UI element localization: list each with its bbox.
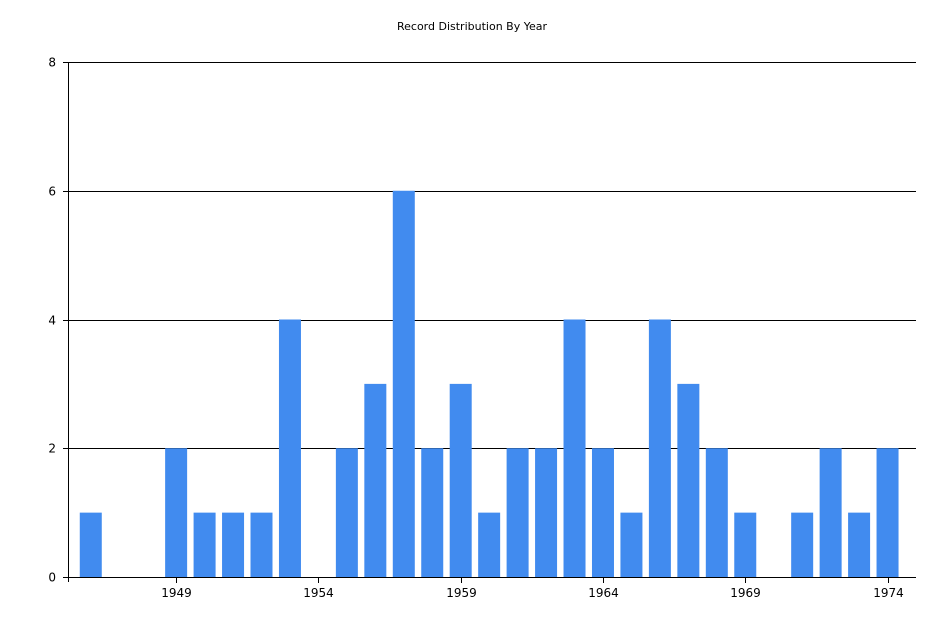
x-tick-label: 1969 xyxy=(730,586,761,600)
bar-1962 xyxy=(535,448,558,577)
y-tick-label: 0 xyxy=(48,571,56,585)
x-tick-label: 1974 xyxy=(873,586,904,600)
bar-1964 xyxy=(591,448,614,577)
bar-1967 xyxy=(677,383,700,578)
bar-1958 xyxy=(421,448,444,577)
chart-title: Record Distribution By Year xyxy=(397,20,547,33)
tick-labels: 0 2 4 6 8 1949 1954 1959 1964 1969 1974 xyxy=(48,56,903,601)
bar-1969 xyxy=(734,512,757,578)
axes xyxy=(63,62,916,583)
bar-1972 xyxy=(819,448,842,577)
bar-1950 xyxy=(193,512,216,578)
bar-1949 xyxy=(165,448,188,577)
bar-1952 xyxy=(250,512,273,578)
bar-1971 xyxy=(791,512,814,578)
bar-1966 xyxy=(648,319,671,577)
bar-1951 xyxy=(222,512,245,578)
x-tick-label: 1954 xyxy=(303,586,334,600)
bar-1957 xyxy=(392,190,415,577)
bar-1968 xyxy=(705,448,728,577)
bar-1959 xyxy=(449,383,472,578)
y-tick-label: 8 xyxy=(48,56,56,70)
y-tick-label: 4 xyxy=(48,314,56,328)
bar-1946 xyxy=(79,512,102,578)
y-tick-label: 2 xyxy=(48,442,56,456)
bar-1961 xyxy=(506,448,529,577)
x-tick-label: 1949 xyxy=(161,586,192,600)
bar-1965 xyxy=(620,512,643,578)
bar-1973 xyxy=(848,512,871,578)
grid-lines xyxy=(68,62,916,449)
bars xyxy=(79,190,899,578)
bar-1963 xyxy=(563,319,586,577)
x-tick-label: 1959 xyxy=(446,586,477,600)
bar-1956 xyxy=(364,383,387,578)
x-tick-label: 1964 xyxy=(588,586,619,600)
bar-1974 xyxy=(876,448,899,577)
bar-1960 xyxy=(478,512,501,578)
bar-1955 xyxy=(335,448,358,577)
bar-1953 xyxy=(278,319,301,577)
y-tick-label: 6 xyxy=(48,185,56,199)
